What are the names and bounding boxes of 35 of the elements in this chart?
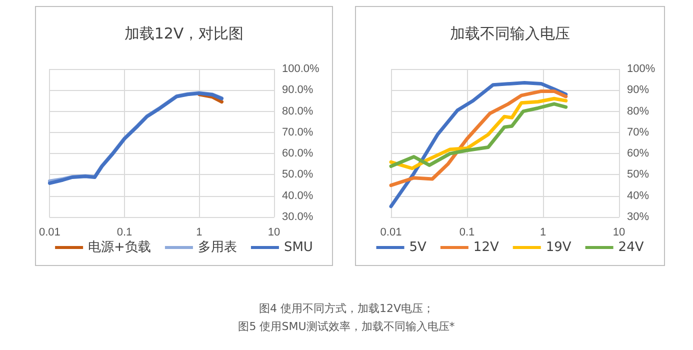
x-tick-label: 0.1 xyxy=(116,226,132,238)
chart-title: 加载不同输入电压 xyxy=(450,24,570,42)
x-tick-label: 0.01 xyxy=(380,226,402,238)
caption: 图5 使用SMU测试效率，加载不同输入电压* xyxy=(237,319,456,335)
y-tick-label: 30% xyxy=(627,211,650,223)
legend-label: 19V xyxy=(546,240,572,255)
legend-label: 24V xyxy=(618,240,644,255)
x-tick-label: 1 xyxy=(196,226,202,238)
y-tick-label: 80.0% xyxy=(282,105,314,118)
x-tick-label: 0.01 xyxy=(38,226,60,238)
y-tick-label: 30.0% xyxy=(282,211,314,223)
y-tick-label: 60% xyxy=(627,148,650,160)
y-tick-label: 70.0% xyxy=(282,126,314,138)
y-tick-label: 90% xyxy=(627,84,650,96)
y-tick-label: 40% xyxy=(627,190,650,202)
legend-label: 电源+负载 xyxy=(88,240,151,255)
chart-title: 加载12V，对比图 xyxy=(124,24,244,42)
x-tick-label: 10 xyxy=(268,226,280,238)
y-tick-label: 50% xyxy=(627,168,650,181)
legend-label: 多用表 xyxy=(198,240,237,255)
caption: 图4 使用不同方式，加载12V电压； xyxy=(258,301,436,317)
legend-label: 5V xyxy=(409,240,427,255)
legend-label: 12V xyxy=(473,240,499,255)
x-tick-label: 0.1 xyxy=(459,226,475,238)
y-tick-label: 100.0% xyxy=(282,63,320,75)
y-tick-label: 40.0% xyxy=(282,190,314,202)
y-tick-label: 90.0% xyxy=(282,84,314,96)
y-tick-label: 70% xyxy=(627,126,650,138)
y-tick-label: 50.0% xyxy=(282,168,314,181)
y-tick-label: 60.0% xyxy=(282,148,314,160)
x-tick-label: 1 xyxy=(540,226,546,238)
y-tick-label: 100% xyxy=(627,63,656,75)
legend-label: SMU xyxy=(284,240,313,255)
y-tick-label: 80% xyxy=(627,105,650,118)
x-tick-label: 10 xyxy=(612,226,626,238)
